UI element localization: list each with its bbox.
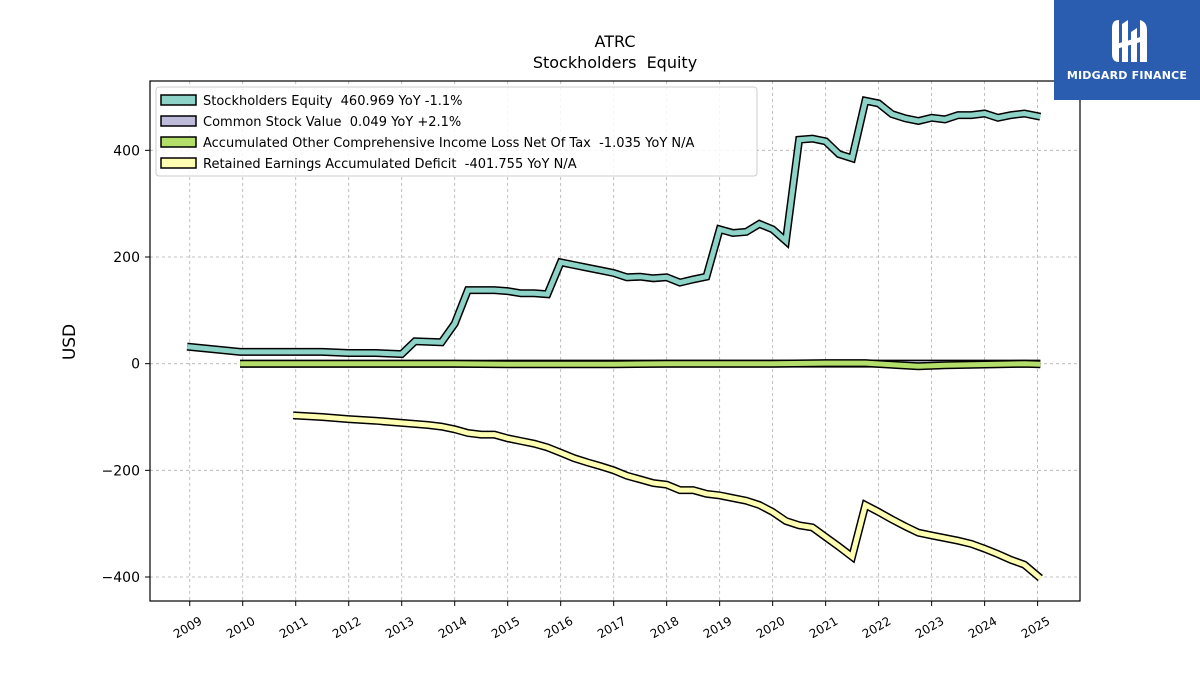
logo-text: MIDGARD FINANCE	[1066, 69, 1188, 82]
x-tick-label: 2009	[171, 614, 204, 641]
y-axis-label: USD	[60, 324, 80, 360]
series-3	[240, 359, 1041, 371]
x-tick-label: 2022	[860, 614, 893, 641]
x-tick-label: 2013	[383, 614, 416, 641]
series-4	[292, 411, 1043, 582]
series-line	[240, 360, 1041, 369]
chart-subtitle: Stockholders Equity	[533, 53, 697, 72]
brand-logo: MIDGARD FINANCE	[1054, 0, 1200, 100]
y-tick-label: −200	[102, 463, 140, 479]
x-axis: 2009 2010 2011 2012 2013 2014 2015 2016 2017 2018…	[171, 601, 1052, 641]
series-layer	[186, 95, 1043, 582]
y-tick-label: 400	[113, 143, 140, 159]
series-line	[292, 412, 1042, 581]
y-tick-label: −400	[102, 570, 140, 586]
x-tick-label: 2018	[648, 614, 681, 641]
legend: Stockholders Equity 460.969 YoY -1.1% Com…	[155, 86, 758, 177]
x-tick-label: 2025	[1019, 614, 1052, 641]
legend-swatch	[160, 94, 197, 106]
x-tick-label: 2015	[489, 614, 522, 641]
x-tick-label: 2011	[277, 614, 310, 641]
x-tick-label: 2023	[913, 614, 946, 641]
series-1	[186, 95, 1042, 359]
x-tick-label: 2019	[701, 614, 734, 641]
x-tick-label: 2024	[966, 614, 999, 641]
chart-title: ATRC	[595, 32, 636, 51]
x-tick-label: 2021	[807, 614, 840, 641]
legend-swatch	[160, 115, 197, 127]
x-tick-label: 2012	[330, 614, 363, 641]
x-tick-label: 2020	[754, 614, 787, 641]
y-tick-label: 200	[113, 250, 140, 266]
legend-label: Common Stock Value 0.049 YoY +2.1%	[203, 115, 461, 130]
logo-mark-icon	[1112, 20, 1147, 62]
x-tick-label: 2016	[542, 614, 575, 641]
x-tick-label: 2017	[595, 614, 628, 641]
legend-label: Retained Earnings Accumulated Deficit -4…	[203, 157, 577, 172]
legend-box	[155, 86, 758, 177]
series-line	[186, 97, 1041, 357]
legend-swatch	[160, 157, 197, 169]
legend-label: Accumulated Other Comprehensive Income L…	[203, 136, 694, 151]
y-axis: −400 −200 0 200 400	[102, 143, 150, 586]
legend-swatch	[160, 136, 197, 148]
legend-label: Stockholders Equity 460.969 YoY -1.1%	[203, 94, 463, 109]
x-tick-label: 2014	[436, 614, 469, 641]
x-tick-label: 2010	[224, 614, 257, 641]
plot-frame	[149, 80, 1081, 602]
y-tick-label: 0	[131, 357, 140, 373]
